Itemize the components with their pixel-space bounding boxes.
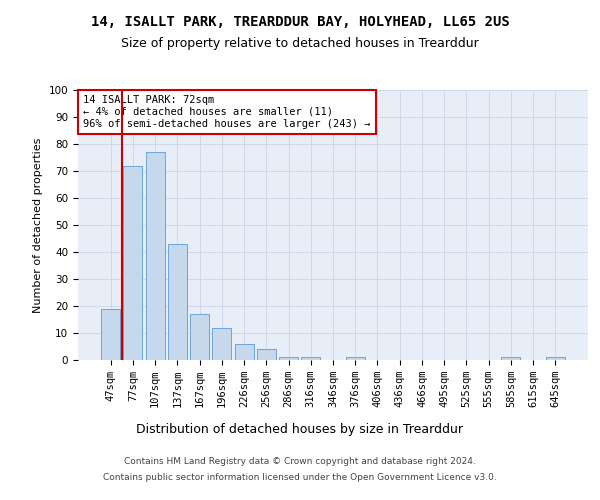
Text: Distribution of detached houses by size in Trearddur: Distribution of detached houses by size … xyxy=(137,422,464,436)
Bar xyxy=(502,358,520,360)
Text: 14 ISALLT PARK: 72sqm
← 4% of detached houses are smaller (11)
96% of semi-detac: 14 ISALLT PARK: 72sqm ← 4% of detached h… xyxy=(83,96,371,128)
Bar xyxy=(257,349,276,360)
Bar xyxy=(212,328,231,360)
Bar xyxy=(146,152,164,360)
Text: Size of property relative to detached houses in Trearddur: Size of property relative to detached ho… xyxy=(121,38,479,51)
Bar xyxy=(346,358,365,360)
Text: Contains public sector information licensed under the Open Government Licence v3: Contains public sector information licen… xyxy=(103,472,497,482)
Text: Contains HM Land Registry data © Crown copyright and database right 2024.: Contains HM Land Registry data © Crown c… xyxy=(124,458,476,466)
Bar xyxy=(279,358,298,360)
Bar xyxy=(235,344,254,360)
Y-axis label: Number of detached properties: Number of detached properties xyxy=(33,138,43,312)
Bar xyxy=(301,358,320,360)
Bar xyxy=(168,244,187,360)
Bar xyxy=(124,166,142,360)
Text: 14, ISALLT PARK, TREARDDUR BAY, HOLYHEAD, LL65 2US: 14, ISALLT PARK, TREARDDUR BAY, HOLYHEAD… xyxy=(91,15,509,29)
Bar xyxy=(101,308,120,360)
Bar xyxy=(546,358,565,360)
Bar xyxy=(190,314,209,360)
